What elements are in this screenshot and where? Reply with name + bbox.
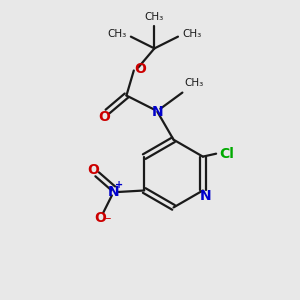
Text: N: N: [200, 189, 211, 203]
Text: O: O: [134, 62, 146, 76]
Text: O: O: [98, 110, 110, 124]
Text: +: +: [115, 181, 123, 190]
Text: O: O: [88, 163, 100, 177]
Text: CH₃: CH₃: [182, 29, 202, 39]
Text: O: O: [95, 212, 106, 226]
Text: ⁻: ⁻: [104, 215, 111, 228]
Text: CH₃: CH₃: [107, 29, 126, 39]
Text: CH₃: CH₃: [145, 12, 164, 22]
Text: Cl: Cl: [220, 147, 235, 161]
Text: N: N: [152, 105, 163, 119]
Text: N: N: [107, 185, 119, 199]
Text: CH₃: CH₃: [185, 78, 204, 88]
